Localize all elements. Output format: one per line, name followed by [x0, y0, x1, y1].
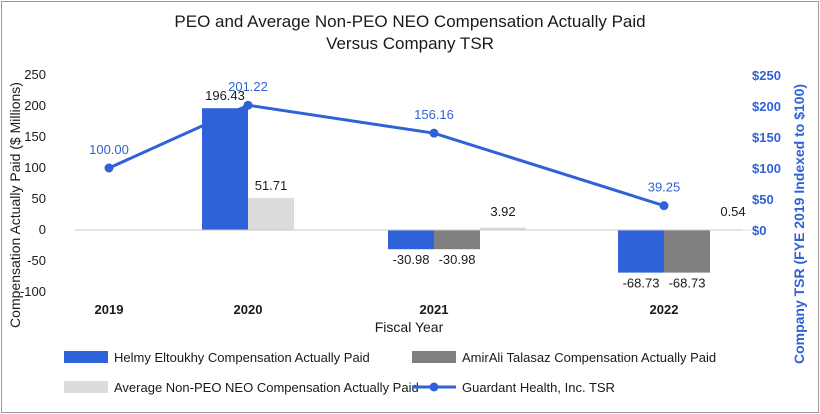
bar — [664, 230, 710, 273]
tsr-point — [659, 201, 669, 211]
bar-value-label: -30.98 — [393, 252, 430, 267]
bar-value-label: -68.73 — [669, 276, 706, 291]
y-tick-label: 0 — [39, 222, 46, 237]
tsr-point — [243, 100, 253, 110]
bar — [248, 197, 294, 230]
x-tick-label: 2019 — [95, 302, 124, 317]
y-tick-label: 50 — [32, 191, 46, 206]
chart-title: PEO and Average Non-PEO NEO Compensation… — [174, 12, 645, 31]
legend-swatch — [64, 381, 108, 393]
chart-subtitle: Versus Company TSR — [326, 34, 494, 53]
y2-tick-label: $150 — [752, 130, 781, 145]
tsr-value-label: 100.00 — [89, 142, 129, 157]
tsr-point — [104, 163, 114, 173]
bar-value-label: -30.98 — [439, 252, 476, 267]
tsr-value-label: 201.22 — [228, 79, 268, 94]
tsr-value-label: 39.25 — [648, 180, 681, 195]
x-tick-label: 2021 — [420, 302, 449, 317]
y-tick-label: -50 — [27, 253, 46, 268]
y2-tick-label: $250 — [752, 68, 781, 83]
y2-tick-label: $0 — [752, 223, 766, 238]
legend-swatch — [64, 351, 108, 363]
x-tick-label: 2020 — [234, 302, 263, 317]
y2-axis-label: Company TSR (FYE 2019 Indexed to $100) — [791, 84, 807, 364]
bar-value-label: -68.73 — [623, 276, 660, 291]
legend-swatch — [412, 351, 456, 363]
tsr-point — [429, 128, 439, 138]
bar — [434, 230, 480, 250]
bar — [480, 227, 526, 230]
legend-swatch-marker — [429, 382, 439, 392]
bar-value-label: 51.71 — [255, 178, 288, 193]
bar — [388, 230, 434, 250]
x-tick-label: 2022 — [650, 302, 679, 317]
legend-label: AmirAli Talasaz Compensation Actually Pa… — [462, 350, 716, 365]
y-tick-label: 200 — [24, 98, 46, 113]
y-axis-label: Compensation Actually Paid ($ Millions) — [7, 82, 23, 328]
bar-value-label: 196.43 — [205, 88, 245, 103]
legend-label: Guardant Health, Inc. TSR — [462, 380, 615, 395]
y-tick-label: -100 — [20, 284, 46, 299]
bar — [202, 108, 248, 230]
y-tick-label: 100 — [24, 160, 46, 175]
x-axis-label: Fiscal Year — [375, 319, 444, 335]
y2-tick-label: $200 — [752, 99, 781, 114]
bar-value-label: 3.92 — [490, 204, 515, 219]
bar-value-label: 0.54 — [720, 204, 745, 219]
bar — [618, 230, 664, 273]
y2-tick-label: $100 — [752, 161, 781, 176]
legend-label: Helmy Eltoukhy Compensation Actually Pai… — [114, 350, 370, 365]
y-tick-label: 250 — [24, 67, 46, 82]
tsr-line — [108, 103, 665, 208]
y-tick-label: 150 — [24, 129, 46, 144]
legend-label: Average Non-PEO NEO Compensation Actuall… — [114, 380, 419, 395]
y2-tick-label: $50 — [752, 192, 774, 207]
tsr-value-label: 156.16 — [414, 107, 454, 122]
